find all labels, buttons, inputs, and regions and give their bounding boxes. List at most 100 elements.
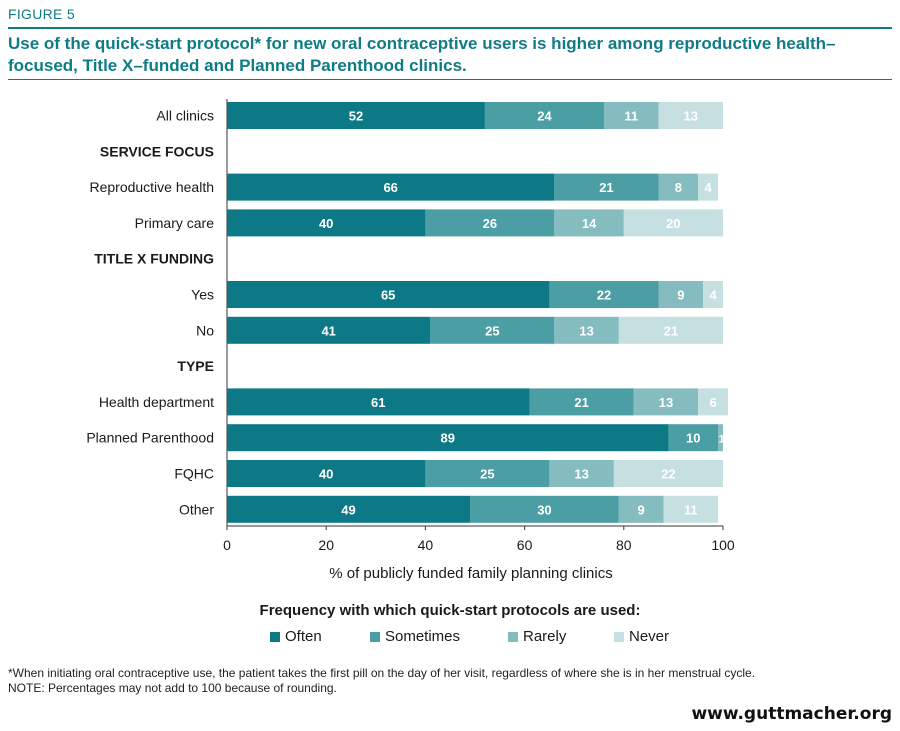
bar-segment-sometimes: [529, 388, 634, 416]
category-label: Yes: [191, 287, 214, 303]
x-axis-label: % of publicly funded family planning cli…: [329, 565, 612, 582]
category-label: All clinics: [156, 108, 214, 124]
bar-segment-never: [618, 316, 723, 344]
legend-item-sometimes: Sometimes: [370, 628, 460, 645]
data-label: 13: [574, 467, 588, 482]
bar-segment-often: [227, 209, 426, 237]
bar-segment-never: [698, 173, 719, 201]
x-tick-label: 20: [318, 537, 334, 553]
legend-swatch: [370, 631, 380, 642]
bar-segment-rarely: [658, 173, 699, 201]
bar-segment-never: [663, 495, 719, 523]
data-label: 20: [666, 216, 680, 231]
data-label: 40: [319, 216, 333, 231]
data-label: 52: [349, 109, 363, 124]
bar-segment-sometimes: [668, 424, 719, 452]
category-label: No: [196, 322, 214, 338]
bar-segment-sometimes: [549, 281, 659, 308]
data-label: 22: [661, 467, 675, 482]
bar-segment-sometimes: [470, 495, 619, 523]
bar-segment-often: [227, 460, 426, 487]
title-rule: [8, 79, 892, 80]
data-label: 13: [659, 395, 673, 410]
data-label: 6: [709, 395, 716, 410]
data-label: 41: [321, 323, 335, 338]
bar-segment-sometimes: [430, 316, 555, 344]
bar-segment-never: [658, 102, 723, 129]
chart-title: Use of the quick-start protocol* for new…: [8, 34, 836, 75]
data-label: 65: [381, 288, 395, 303]
bar-segment-never: [703, 281, 723, 308]
bar-segment-often: [227, 281, 550, 308]
data-label: 24: [537, 109, 552, 124]
data-label: 21: [574, 395, 588, 410]
bar-segment-often: [227, 173, 555, 201]
data-label: 13: [579, 323, 593, 338]
bar-segment-sometimes: [554, 173, 659, 201]
data-label: 26: [483, 216, 497, 231]
data-label: 4: [705, 180, 713, 195]
bar-segment-rarely: [718, 424, 723, 452]
data-label: 1: [718, 434, 724, 446]
category-label: Health department: [99, 394, 214, 410]
data-label: 11: [684, 502, 698, 517]
bar-segment-sometimes: [425, 209, 555, 237]
category-label: Reproductive health: [89, 179, 214, 195]
data-label: 9: [638, 502, 645, 517]
footnote-note: NOTE: Percentages may not add to 100 bec…: [8, 681, 337, 695]
data-label: 21: [599, 180, 613, 195]
category-group-header: TYPE: [177, 358, 214, 374]
bar-segment-never: [698, 388, 728, 416]
data-label: 8: [675, 180, 682, 195]
legend-label: Sometimes: [385, 628, 461, 645]
legend-swatch: [270, 631, 280, 642]
data-label: 10: [686, 431, 700, 446]
data-label: 14: [582, 216, 597, 231]
category-group-header: SERVICE FOCUS: [100, 143, 214, 159]
bar-segment-often: [227, 316, 431, 344]
x-tick-label: 0: [223, 537, 231, 553]
bar-segment-often: [227, 388, 530, 416]
legend-item-rarely: Rarely: [508, 628, 566, 645]
x-tick-label: 60: [517, 537, 533, 553]
x-tick-label: 40: [418, 537, 434, 553]
footnotes: *When initiating oral contraceptive use,…: [8, 666, 755, 696]
data-label: 89: [440, 431, 454, 446]
data-label: 4: [709, 288, 717, 303]
data-label: 49: [341, 502, 355, 517]
category-label: Primary care: [135, 215, 215, 231]
data-label: 13: [684, 109, 698, 124]
bar-segment-never: [613, 460, 723, 487]
bar-segment-rarely: [618, 495, 664, 523]
category-label: Other: [179, 501, 214, 517]
data-label: 30: [537, 502, 551, 517]
legend-title: Frequency with which quick-start protoco…: [259, 602, 641, 619]
data-label: 21: [664, 323, 678, 338]
bar-segment-never: [623, 209, 723, 237]
data-label: 61: [371, 395, 385, 410]
data-label: 25: [480, 467, 494, 482]
legend: Often Sometimes Rarely Never: [270, 628, 690, 646]
x-tick-label: 100: [711, 537, 735, 553]
legend-label: Often: [285, 628, 322, 645]
legend-label: Rarely: [523, 628, 567, 645]
legend-swatch: [614, 631, 624, 642]
legend-item-often: Often: [270, 628, 322, 645]
bar-segment-rarely: [658, 281, 704, 308]
data-label: 9: [677, 288, 684, 303]
category-label: Planned Parenthood: [86, 430, 214, 446]
stacked-bar-chart: All clinics 52 24 11 13 SERVICE FOCUS Reproduc…: [86, 99, 735, 582]
bar-segment-sometimes: [484, 102, 604, 129]
top-rule: [8, 27, 892, 29]
legend-label: Never: [629, 628, 670, 645]
figure-label: FIGURE 5: [8, 6, 75, 22]
category-group-header: TITLE X FUNDING: [94, 251, 214, 267]
footnote-asterisk: *When initiating oral contraceptive use,…: [8, 666, 756, 680]
website-url: www.guttmacher.org: [691, 704, 892, 724]
data-label: 40: [319, 467, 333, 482]
bar-segment-rarely: [633, 388, 699, 416]
bar-segment-rarely: [554, 209, 624, 237]
bar-segment-sometimes: [425, 460, 550, 487]
data-label: 25: [485, 323, 499, 338]
bar-segment-rarely: [603, 102, 659, 129]
